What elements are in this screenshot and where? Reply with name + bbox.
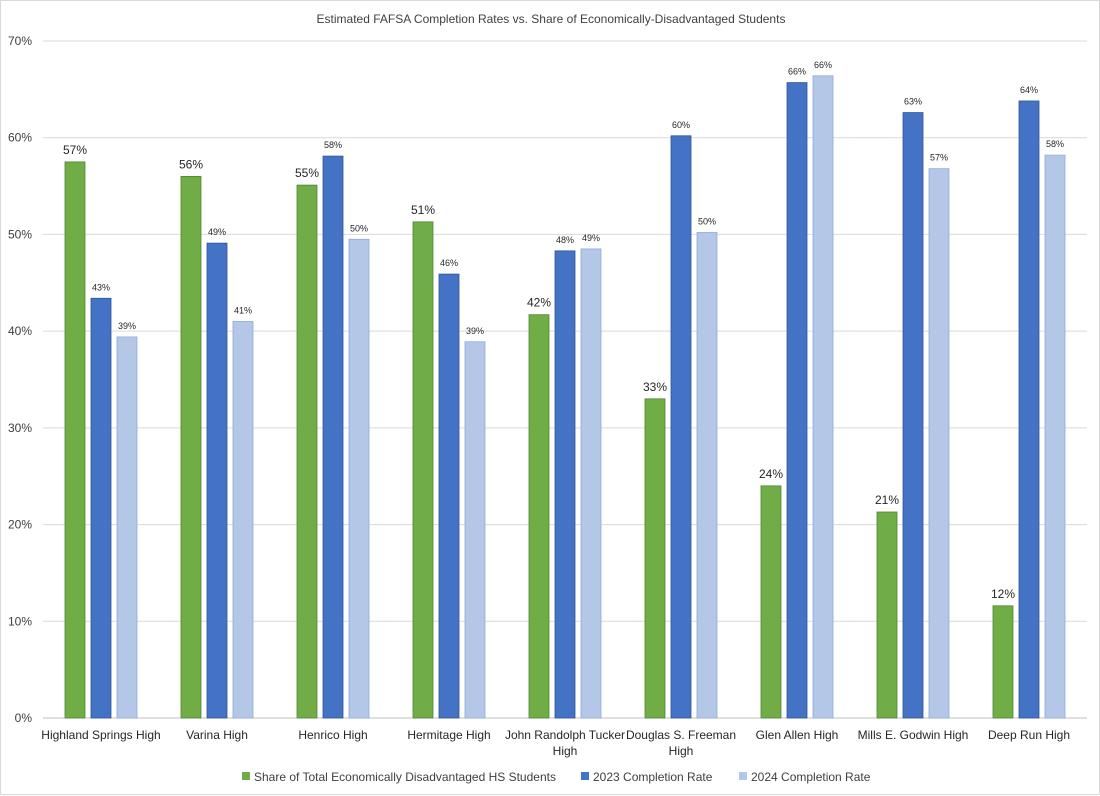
data-label: 21% (875, 493, 899, 507)
bar (412, 221, 434, 719)
bar (206, 242, 228, 719)
data-label: 24% (759, 467, 783, 481)
bar (1018, 100, 1040, 719)
x-tick-label: High (669, 744, 694, 758)
bar (554, 250, 576, 719)
bar (760, 485, 782, 719)
data-label: 64% (1020, 85, 1038, 95)
data-label: 55% (295, 166, 319, 180)
legend-swatch (242, 772, 250, 780)
x-tick-label: Varina High (186, 728, 248, 742)
y-tick-label: 30% (8, 421, 32, 435)
data-label: 49% (582, 233, 600, 243)
bar (812, 75, 834, 719)
x-tick-label: John Randolph Tucker (505, 728, 625, 742)
x-axis: Highland Springs High Varina High Henrico … (41, 728, 1070, 758)
data-label: 63% (904, 97, 922, 107)
bar (464, 341, 486, 719)
y-tick-label: 60% (8, 131, 32, 145)
data-label: 43% (92, 282, 110, 292)
data-label: 12% (991, 587, 1015, 601)
y-tick-label: 10% (8, 614, 32, 628)
y-tick-label: 70% (8, 34, 32, 48)
bar (902, 112, 924, 719)
bar (644, 398, 666, 719)
legend-label: 2024 Completion Rate (751, 770, 871, 784)
legend-swatch (739, 772, 747, 780)
data-label: 42% (527, 296, 551, 310)
data-label: 46% (440, 258, 458, 268)
legend-label: 2023 Completion Rate (593, 770, 713, 784)
bar (696, 232, 718, 719)
x-tick-label: Glen Allen High (756, 728, 839, 742)
data-label: 41% (234, 305, 252, 315)
data-label: 48% (556, 235, 574, 245)
legend-label: Share of Total Economically Disadvantage… (254, 770, 556, 784)
bar (322, 155, 344, 719)
bar (528, 314, 550, 719)
x-tick-label: Mills E. Godwin High (858, 728, 969, 742)
bar (670, 135, 692, 719)
bar (580, 248, 602, 719)
data-label: 66% (788, 67, 806, 77)
data-label: 50% (350, 223, 368, 233)
bar (438, 273, 460, 719)
data-label: 66% (814, 60, 832, 70)
bar (992, 605, 1014, 719)
y-tick-label: 20% (8, 518, 32, 532)
y-tick-label: 50% (8, 227, 32, 241)
x-tick-label: Highland Springs High (41, 728, 160, 742)
bar (928, 168, 950, 719)
data-label: 57% (63, 143, 87, 157)
chart-title: Estimated FAFSA Completion Rates vs. Sha… (317, 12, 786, 26)
y-tick-label: 40% (8, 324, 32, 338)
bar (1044, 154, 1066, 719)
x-tick-label: High (553, 744, 578, 758)
data-label: 39% (466, 326, 484, 336)
data-label: 51% (411, 203, 435, 217)
bar (296, 184, 318, 719)
bars (64, 75, 1066, 719)
x-tick-label: Henrico High (298, 728, 367, 742)
data-label: 56% (179, 157, 203, 171)
y-tick-label: 0% (15, 711, 33, 725)
y-axis: 0% 10% 20% 30% 40% 50% 60% 70% (8, 34, 32, 725)
bar (90, 297, 112, 719)
data-label: 57% (930, 153, 948, 163)
bar (116, 336, 138, 719)
bar (232, 321, 254, 719)
data-label: 60% (672, 120, 690, 130)
x-tick-label: Deep Run High (988, 728, 1070, 742)
data-label: 58% (1046, 139, 1064, 149)
data-label: 33% (643, 380, 667, 394)
data-label: 39% (118, 321, 136, 331)
legend-swatch (581, 772, 589, 780)
data-label: 58% (324, 140, 342, 150)
bar (876, 511, 898, 719)
legend: Share of Total Economically Disadvantage… (242, 770, 871, 784)
bar (180, 175, 202, 719)
data-labels: 57% 43% 39% 56% 49% 41% 55% 58% 50% 51% 46% 39% 42% 4… (63, 60, 1064, 601)
x-tick-label: Douglas S. Freeman (626, 728, 736, 742)
data-label: 49% (208, 227, 226, 237)
bar (64, 161, 86, 719)
x-tick-label: Hermitage High (407, 728, 490, 742)
data-label: 50% (698, 216, 716, 226)
bar (786, 82, 808, 719)
bar (348, 238, 370, 719)
